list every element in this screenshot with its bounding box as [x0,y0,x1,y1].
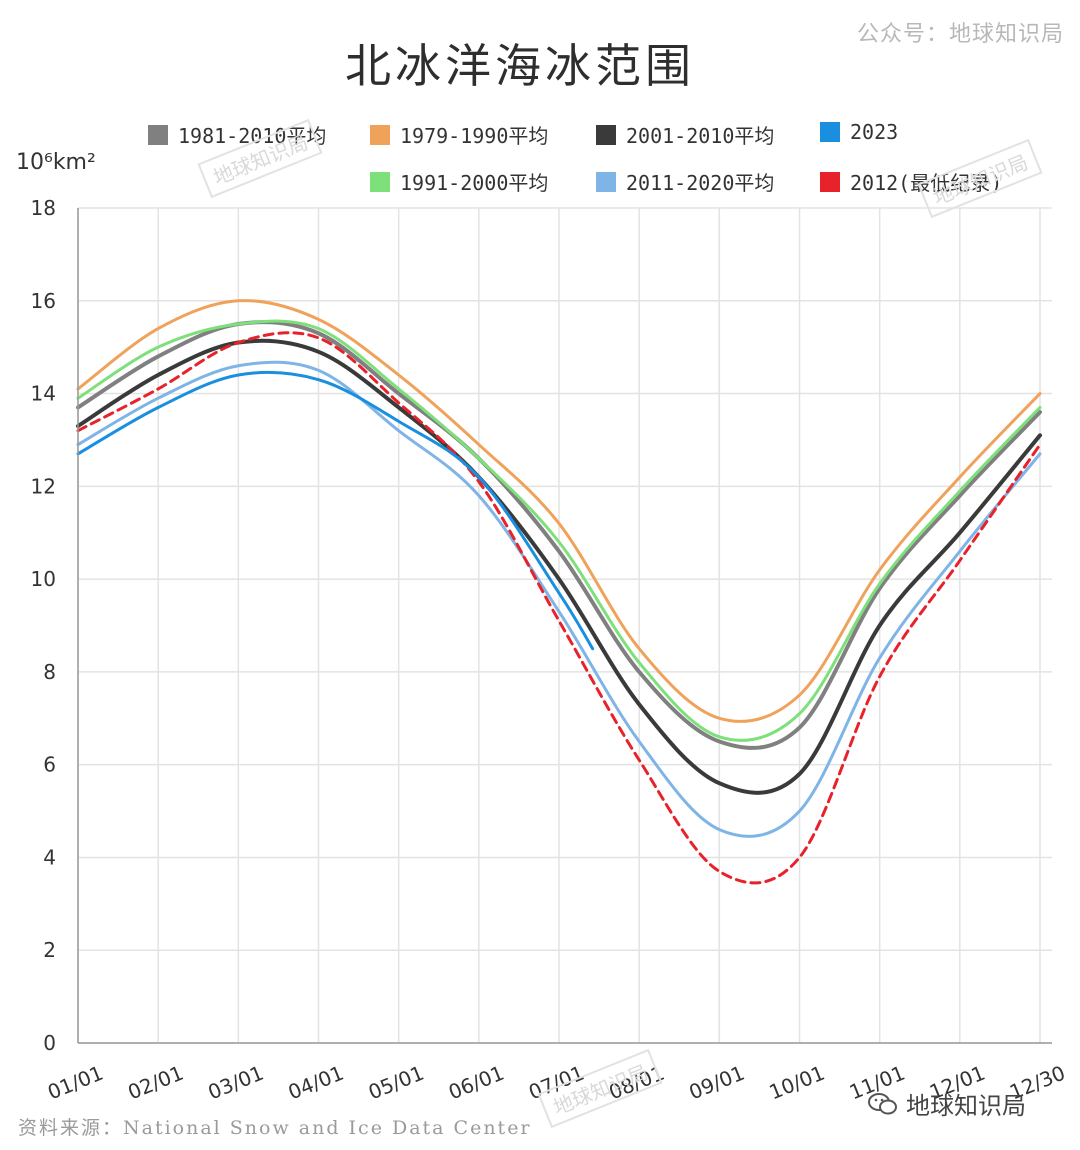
legend-swatch [370,171,390,192]
chart-legend: 1981-2010平均 1979-1990平均 2001-2010平均 2023… [0,0,1080,200]
y-tick-label: 10 [31,567,56,591]
legend-item-2012[interactable]: 2012(最低纪录) [820,167,1002,196]
x-tick-label: 03/01 [204,1061,266,1105]
series-line-2023 [76,370,595,651]
brand-badge: 地球知识局 [868,1086,1026,1121]
x-tick-label: 02/01 [124,1061,186,1105]
legend-item-1979-1990[interactable]: 1979-1990平均 [370,120,548,149]
series-line-1991-2000平均 [76,319,1042,742]
x-tick-label: 01/01 [44,1061,106,1105]
series-lines [76,299,1042,885]
legend-swatch [148,124,168,145]
legend-item-1981-2010[interactable]: 1981-2010平均 [148,120,326,149]
legend-swatch [596,171,616,192]
y-tick-label: 12 [31,474,56,498]
legend-label: 2011-2020平均 [626,171,775,195]
y-tick-label: 4 [43,845,56,869]
legend-item-1991-2000[interactable]: 1991-2000平均 [370,167,548,196]
y-tick-label: 0 [43,1031,56,1055]
legend-item-2023[interactable]: 2023 [820,120,898,144]
brand-name: 地球知识局 [906,1092,1026,1120]
y-axis-unit: 10⁶km² [16,150,96,175]
y-tick-label: 14 [31,382,56,406]
legend-label: 1981-2010平均 [178,124,327,148]
x-tick-label: 04/01 [285,1061,347,1105]
y-tick-label: 2 [43,938,56,962]
axes [77,208,1052,1044]
legend-item-2011-2020[interactable]: 2011-2020平均 [596,167,774,196]
legend-label: 1991-2000平均 [400,171,549,195]
legend-swatch [820,122,840,142]
y-tick-label: 6 [43,753,56,777]
y-tick-label: 8 [43,660,56,684]
x-tick-label: 10/01 [766,1061,828,1105]
series-line-2001-2010平均 [76,338,1042,795]
series-line-2011-2020平均 [76,360,1042,838]
legend-swatch [370,124,390,145]
chart-title: 北冰洋海冰范围 [345,39,695,93]
account-watermark: 公众号：地球知识局 [856,22,1064,47]
legend-label: 2012(最低纪录) [850,171,1003,195]
y-tick-label: 16 [31,289,56,313]
grid-lines [77,207,1052,1044]
legend-item-2001-2010[interactable]: 2001-2010平均 [596,120,774,149]
legend-swatch [820,171,840,192]
x-tick-label: 09/01 [685,1061,747,1105]
legend-label: 2001-2010平均 [626,124,775,148]
legend-swatch [596,124,616,145]
data-source: 资料来源：National Snow and Ice Data Center [18,1117,532,1139]
y-axis-ticks: 0 2 4 6 8 10 12 14 16 18 [31,196,56,1055]
series-line-2012(最低纪录) [76,331,1042,885]
legend-label: 2023 [850,120,899,144]
series-line-1979-1990平均 [76,299,1042,723]
x-tick-label: 05/01 [365,1061,427,1105]
y-tick-label: 18 [31,196,56,220]
x-tick-label: 06/01 [445,1061,507,1105]
wechat-icon [868,1092,897,1114]
legend-label: 1979-1990平均 [400,124,549,148]
